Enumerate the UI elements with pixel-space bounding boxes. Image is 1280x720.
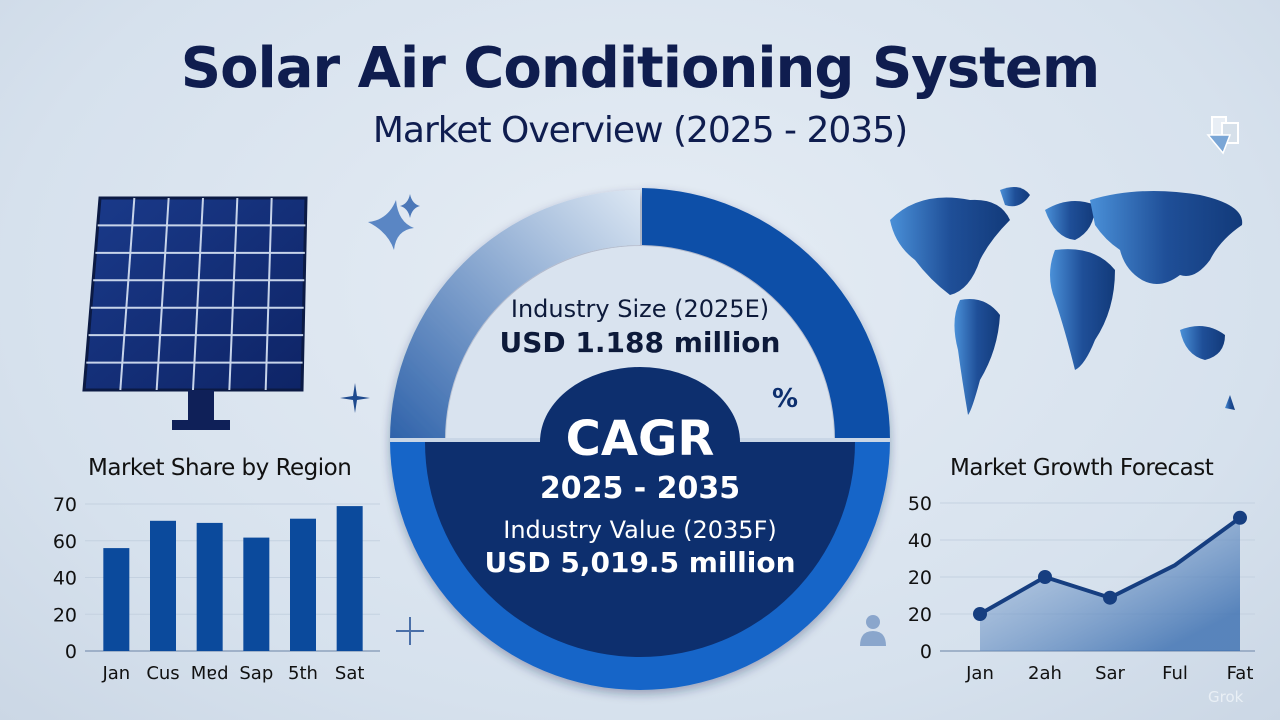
bar xyxy=(196,522,223,651)
line-chart-title: Market Growth Forecast xyxy=(950,455,1214,481)
bar xyxy=(336,506,363,651)
world-map-icon xyxy=(890,186,1243,415)
y-tick-label: 20 xyxy=(53,604,77,626)
solar-panel-icon xyxy=(82,196,308,430)
data-point xyxy=(1038,570,1052,584)
cagr-period: 2025 - 2035 xyxy=(540,471,740,506)
y-tick-label: 40 xyxy=(53,568,77,590)
watermark: Grok xyxy=(1208,688,1244,706)
share-icon[interactable] xyxy=(1205,113,1245,155)
bar xyxy=(150,520,176,651)
panel-cell-line xyxy=(228,197,239,391)
y-tick-label: 40 xyxy=(908,530,932,552)
x-tick-label: Sat xyxy=(335,663,365,684)
page-title: Solar Air Conditioning System xyxy=(180,36,1101,101)
y-tick-label: 0 xyxy=(920,641,932,663)
y-tick-label: 70 xyxy=(53,494,77,516)
x-tick-label: 5th xyxy=(288,663,318,684)
x-tick-label: Mɐd xyxy=(191,663,229,684)
data-point xyxy=(973,607,987,621)
x-tick-label: Sar xyxy=(1095,663,1125,684)
panel-cell-line xyxy=(119,197,136,391)
x-tick-label: Jan xyxy=(101,663,130,684)
industry-value-value: USD 5,019.5 million xyxy=(484,546,795,579)
x-tick-label: Fat xyxy=(1227,663,1254,684)
plus-icon xyxy=(396,617,424,645)
cagr-label: CAGR xyxy=(566,411,715,467)
y-tick-label: 20 xyxy=(908,567,932,589)
industry-size-label: Industry Size (2025E) xyxy=(511,295,769,323)
page-subtitle: Market Overview (2025 - 2035) xyxy=(372,110,908,151)
industry-size-value: USD 1.188 million xyxy=(500,326,781,359)
y-tick-label: 20 xyxy=(908,604,932,626)
x-tick-label: 2ah xyxy=(1028,663,1062,684)
industry-value-label: Industry Value (2035F) xyxy=(503,516,777,544)
gauge-segment-light xyxy=(390,190,640,440)
growth-forecast-line-chart: 0 20 20 40 50 Jan 2ah Sar Ful Fat xyxy=(908,493,1255,684)
x-tick-label: Jan xyxy=(965,663,994,684)
y-tick-label: 50 xyxy=(908,493,932,515)
bar xyxy=(290,518,316,651)
bar xyxy=(103,548,130,651)
bar xyxy=(243,537,270,651)
gauge-segment-dark xyxy=(642,188,890,440)
person-icon xyxy=(860,615,886,646)
market-share-bar-chart: 0 20 40 60 70 Jan Cus Mɐd Sap 5th Sat xyxy=(53,494,380,684)
area-fill xyxy=(980,517,1240,651)
y-tick-label: 0 xyxy=(65,641,77,663)
y-tick-label: 60 xyxy=(53,531,77,553)
data-point xyxy=(1103,590,1117,605)
data-point xyxy=(1233,510,1247,525)
bar-chart-title: Market Share by Region xyxy=(88,455,352,481)
panel-cell-line xyxy=(264,197,273,391)
x-tick-label: Ful xyxy=(1162,663,1188,684)
sparkle-icon xyxy=(340,383,370,413)
percent-symbol: % xyxy=(772,384,798,414)
market-gauge: Industry Size (2025E) USD 1.188 million … xyxy=(390,188,890,690)
sparkle-icon xyxy=(368,194,420,250)
panel-cell-line xyxy=(155,197,170,391)
panel-cell-line xyxy=(192,197,204,391)
x-tick-label: Sap xyxy=(239,663,273,684)
x-tick-label: Cus xyxy=(146,663,179,684)
